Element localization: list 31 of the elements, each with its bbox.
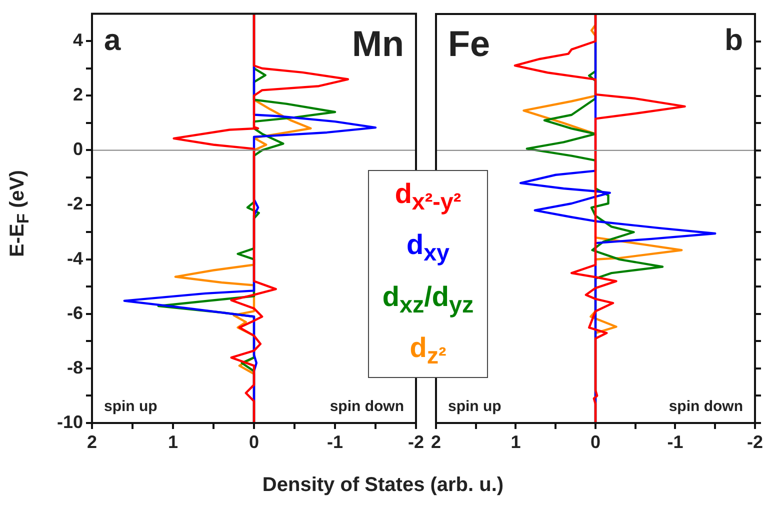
x-tick-label: 0 xyxy=(590,432,601,452)
annotation: a xyxy=(104,24,121,57)
y-tick-label: -4 xyxy=(66,248,83,268)
x-tick-label: 2 xyxy=(86,432,98,452)
annotation: spin up xyxy=(448,398,502,415)
y-tick-label: -6 xyxy=(66,302,83,323)
y-tick-label: 4 xyxy=(72,30,83,50)
y-tick-label: 2 xyxy=(72,84,83,105)
x-tick-label: -2 xyxy=(408,432,424,452)
y-tick-label: -10 xyxy=(56,412,83,432)
y-tick-label: -2 xyxy=(66,194,83,214)
y-tick-label: -8 xyxy=(66,357,83,378)
x-tick-label: 2 xyxy=(430,432,442,452)
text: d$_{xy}$ xyxy=(406,229,450,268)
x-tick-label: -2 xyxy=(746,432,764,452)
text: d$_{xz}$/d$_{yz}$ xyxy=(382,280,474,319)
text: d$_{x²-y²}$ xyxy=(394,178,462,216)
x-tick-label: 0 xyxy=(248,432,260,452)
annotation: b xyxy=(724,24,743,57)
y-tick-label: 0 xyxy=(72,139,83,160)
x-tick-label: -1 xyxy=(667,432,684,452)
annotation: Mn xyxy=(352,22,404,64)
x-tick-label: -1 xyxy=(326,432,344,452)
annotation: spin down xyxy=(668,398,743,415)
text: d$_{z²}$ xyxy=(410,332,446,370)
annotation: spin down xyxy=(330,398,404,415)
x-axis-title: Density of States (arb. u.) xyxy=(261,474,505,497)
x-tick-label: 1 xyxy=(510,432,521,452)
annotation: spin up xyxy=(104,398,158,415)
annotation: Fe xyxy=(448,23,490,64)
x-tick-label: 1 xyxy=(168,432,178,452)
